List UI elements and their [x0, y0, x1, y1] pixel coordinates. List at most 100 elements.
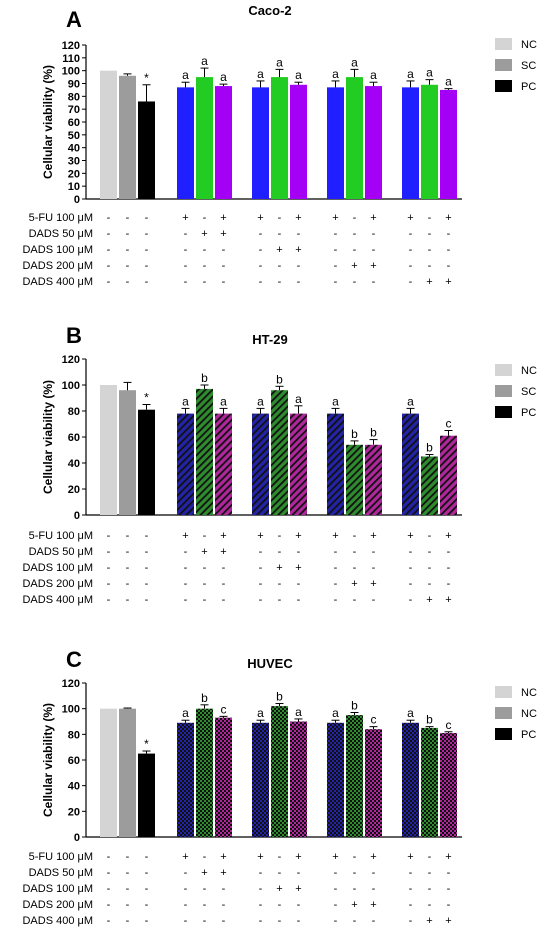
treatment-mark: -: [222, 899, 226, 911]
treatment-label: 5-FU 100 μM: [29, 212, 93, 224]
treatment-mark: -: [372, 244, 376, 256]
treatment-mark: -: [353, 530, 357, 542]
treatment-mark: -: [409, 915, 413, 927]
treatment-mark: -: [126, 212, 130, 224]
significance-label: a: [182, 68, 189, 82]
significance-label: a: [257, 394, 264, 408]
y-tick-label: 20: [68, 484, 80, 496]
treatment-mark: -: [372, 594, 376, 606]
treatment-mark: -: [184, 578, 188, 590]
treatment-mark: -: [334, 899, 338, 911]
treatment-mark: -: [107, 530, 111, 542]
treatment-mark: -: [126, 530, 130, 542]
legend-label: SC: [521, 60, 536, 72]
significance-label: b: [426, 713, 433, 727]
bar: [119, 390, 136, 515]
treatment-mark: +: [332, 212, 338, 224]
treatment-mark: -: [428, 212, 432, 224]
bar: [290, 721, 307, 837]
treatment-mark: -: [145, 867, 149, 879]
treatment-mark: -: [334, 883, 338, 895]
treatment-mark: -: [428, 228, 432, 240]
treatment-mark: +: [370, 851, 376, 863]
treatment-mark: -: [145, 212, 149, 224]
treatment-mark: -: [259, 546, 263, 558]
treatment-mark: -: [447, 228, 451, 240]
treatment-mark: +: [370, 212, 376, 224]
treatment-mark: +: [182, 530, 188, 542]
significance-label: a: [182, 706, 189, 720]
y-tick-label: 60: [68, 432, 80, 444]
y-tick-label: 100: [62, 704, 80, 716]
treatment-mark: -: [353, 228, 357, 240]
y-tick-label: 30: [68, 156, 80, 168]
treatment-mark: +: [276, 244, 282, 256]
treatment-mark: -: [107, 212, 111, 224]
significance-label: a: [257, 67, 264, 81]
treatment-mark: -: [203, 594, 207, 606]
treatment-mark: -: [334, 594, 338, 606]
treatment-mark: -: [409, 578, 413, 590]
treatment-mark: -: [145, 530, 149, 542]
significance-label: a: [295, 392, 302, 406]
significance-label: c: [446, 417, 452, 431]
bar: [271, 706, 288, 837]
treatment-mark: -: [126, 867, 130, 879]
bar: [196, 388, 213, 515]
treatment-mark: -: [278, 530, 282, 542]
treatment-mark: -: [203, 276, 207, 288]
treatment-mark: -: [203, 883, 207, 895]
treatment-mark: +: [370, 578, 376, 590]
bar: [196, 77, 213, 199]
treatment-mark: -: [372, 883, 376, 895]
significance-label: c: [221, 702, 227, 716]
treatment-mark: -: [428, 867, 432, 879]
y-tick-label: 120: [62, 354, 80, 366]
treatment-mark: -: [107, 228, 111, 240]
treatment-mark: +: [295, 212, 301, 224]
treatment-mark: -: [297, 260, 301, 272]
treatment-mark: -: [145, 915, 149, 927]
legend-swatch: [495, 80, 512, 92]
treatment-mark: -: [222, 578, 226, 590]
legend-swatch: [495, 385, 512, 397]
treatment-mark: -: [203, 851, 207, 863]
bar: [327, 87, 344, 199]
bar: [119, 708, 136, 837]
y-tick-label: 40: [68, 458, 80, 470]
treatment-mark: -: [334, 260, 338, 272]
significance-label: b: [351, 427, 358, 441]
treatment-mark: +: [370, 899, 376, 911]
treatment-label: DADS 100 μM: [22, 883, 93, 895]
treatment-mark: -: [447, 578, 451, 590]
significance-label: a: [351, 55, 358, 69]
treatment-mark: +: [295, 562, 301, 574]
treatment-mark: +: [445, 276, 451, 288]
treatment-mark: +: [407, 851, 413, 863]
treatment-mark: -: [409, 883, 413, 895]
bar: [365, 729, 382, 837]
treatment-mark: -: [447, 562, 451, 574]
treatment-mark: -: [203, 244, 207, 256]
treatment-mark: -: [107, 851, 111, 863]
treatment-mark: -: [145, 851, 149, 863]
treatment-label: 5-FU 100 μM: [29, 851, 93, 863]
bar: [271, 77, 288, 199]
significance-label: b: [351, 699, 358, 713]
treatment-mark: -: [409, 546, 413, 558]
treatment-mark: -: [353, 851, 357, 863]
treatment-mark: -: [278, 594, 282, 606]
treatment-mark: -: [145, 260, 149, 272]
treatment-mark: -: [259, 899, 263, 911]
treatment-mark: -: [428, 260, 432, 272]
treatment-mark: -: [126, 578, 130, 590]
y-tick-label: 20: [68, 168, 80, 180]
treatment-mark: +: [220, 530, 226, 542]
treatment-mark: +: [407, 212, 413, 224]
bar: [402, 87, 419, 199]
treatment-mark: -: [126, 562, 130, 574]
treatment-mark: +: [257, 530, 263, 542]
bar: [100, 385, 117, 515]
treatment-mark: -: [428, 851, 432, 863]
treatment-mark: -: [297, 578, 301, 590]
